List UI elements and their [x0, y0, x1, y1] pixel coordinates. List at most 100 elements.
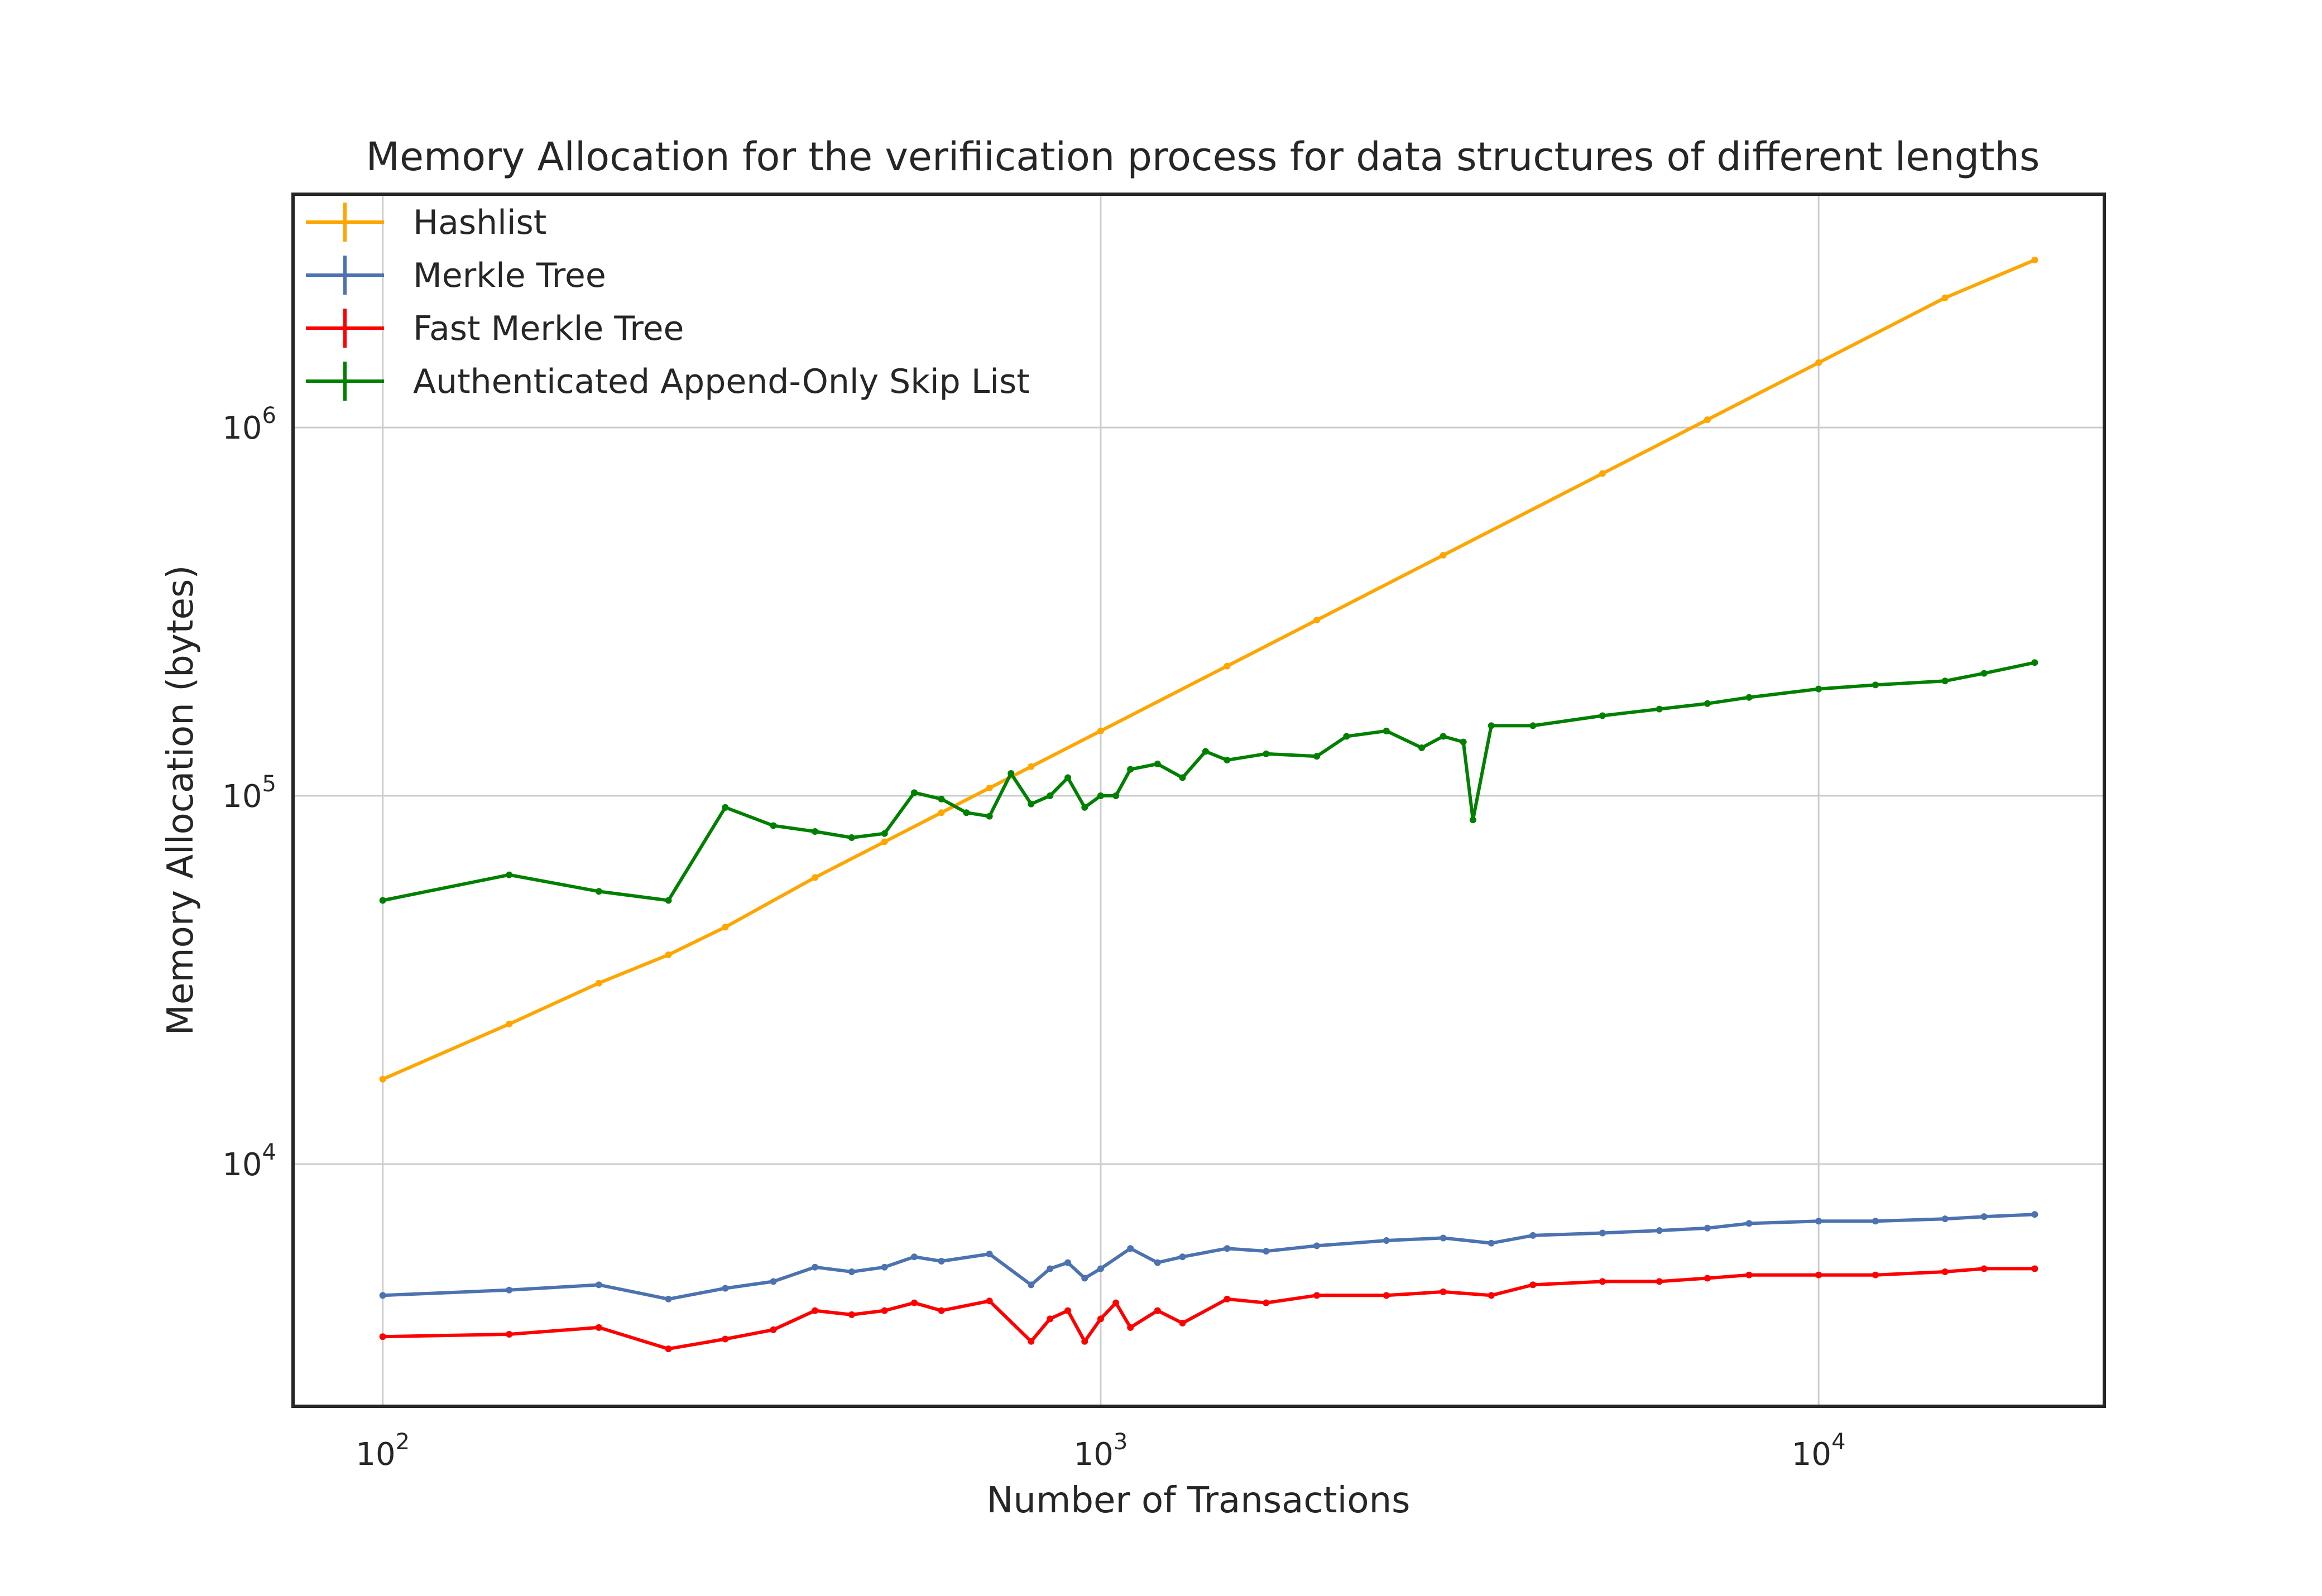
data-point — [1179, 1319, 1186, 1326]
data-point — [1047, 792, 1054, 800]
data-point — [963, 809, 970, 816]
data-point — [848, 1311, 855, 1318]
data-point — [1313, 617, 1321, 624]
data-point — [1872, 1218, 1879, 1225]
data-point — [910, 789, 918, 796]
data-point — [1127, 766, 1134, 773]
data-point — [770, 1278, 777, 1285]
x-tick-label: 104 — [1792, 1429, 1846, 1473]
y-axis-label: Memory Allocation (bytes) — [160, 565, 202, 1036]
data-point — [1815, 1218, 1822, 1225]
data-point — [1127, 1245, 1134, 1252]
data-point — [812, 1263, 819, 1271]
y-tick-label: 105 — [222, 771, 276, 815]
data-point — [1224, 662, 1231, 670]
data-point — [1224, 1245, 1231, 1252]
data-point — [1599, 712, 1606, 719]
data-point — [1980, 1265, 1988, 1272]
data-point — [1704, 1275, 1711, 1282]
data-point — [1488, 1239, 1495, 1247]
data-point — [1599, 1229, 1606, 1237]
legend-item: Hashlist — [306, 203, 546, 242]
data-point — [1656, 1278, 1663, 1285]
x-axis-label: Number of Transactions — [987, 1480, 1411, 1521]
data-point — [1440, 551, 1447, 559]
data-point — [1745, 1220, 1753, 1227]
series-authenticated-append-only-skip-list — [379, 659, 2038, 904]
data-point — [1154, 761, 1161, 768]
data-point — [1224, 1295, 1231, 1302]
y-tick-label: 106 — [222, 403, 276, 446]
data-point — [722, 1335, 729, 1343]
data-point — [910, 1299, 918, 1306]
data-point — [1154, 1259, 1161, 1266]
data-point — [595, 888, 602, 895]
data-point — [1047, 1315, 1054, 1323]
series-hashlist — [379, 256, 2038, 1083]
legend-item: Authenticated Append-Only Skip List — [306, 362, 1030, 401]
data-point — [1154, 1307, 1161, 1314]
data-point — [1263, 1299, 1270, 1306]
data-point — [1313, 1242, 1321, 1249]
data-point — [848, 834, 855, 841]
data-point — [1383, 1237, 1390, 1244]
data-point — [1008, 770, 1015, 777]
data-point — [1383, 1292, 1390, 1299]
data-point — [1418, 744, 1426, 752]
data-point — [1745, 694, 1753, 701]
series-line-authenticated-append-only-skip-list — [382, 661, 2036, 902]
data-point — [1815, 1271, 1822, 1278]
data-point — [1081, 1338, 1088, 1345]
data-point — [938, 809, 945, 816]
data-point — [1599, 470, 1606, 477]
data-point — [1941, 677, 1949, 685]
data-point — [910, 1253, 918, 1261]
data-point — [665, 1345, 672, 1353]
data-point — [1343, 733, 1350, 740]
data-point — [1941, 1215, 1949, 1223]
data-point — [1263, 1248, 1270, 1255]
data-point — [506, 871, 513, 878]
data-point — [722, 1285, 729, 1292]
x-axis-ticks: 102 103 104 — [356, 1429, 1845, 1473]
data-point — [1202, 748, 1209, 755]
data-point — [722, 924, 729, 931]
data-point — [1112, 1299, 1120, 1306]
legend-item: Fast Merkle Tree — [306, 309, 684, 348]
data-point — [986, 1297, 993, 1305]
series-layer — [379, 256, 2038, 1353]
legend-label: Merkle Tree — [413, 256, 606, 295]
data-point — [1704, 1224, 1711, 1232]
data-point — [938, 1307, 945, 1314]
data-point — [1529, 1281, 1537, 1289]
data-point — [1179, 774, 1186, 781]
data-point — [770, 1326, 777, 1333]
data-point — [506, 1286, 513, 1294]
x-tick-label: 102 — [356, 1429, 410, 1473]
data-point — [1704, 700, 1711, 707]
data-point — [938, 1257, 945, 1265]
y-axis-ticks: 104 105 106 — [222, 403, 276, 1183]
data-point — [1064, 1307, 1072, 1314]
data-point — [1941, 1268, 1949, 1276]
data-point — [1081, 804, 1088, 811]
data-point — [1656, 1227, 1663, 1234]
data-point — [1383, 727, 1390, 734]
data-point — [1941, 294, 1949, 301]
data-point — [1097, 1265, 1104, 1272]
data-point — [1313, 1292, 1321, 1299]
data-point — [1179, 1253, 1186, 1261]
data-point — [1028, 1281, 1035, 1289]
data-point — [881, 838, 888, 845]
data-point — [986, 813, 993, 820]
data-point — [986, 785, 993, 792]
data-point — [665, 951, 672, 959]
data-point — [665, 897, 672, 904]
data-point — [379, 1292, 386, 1299]
data-point — [1529, 722, 1537, 729]
data-point — [2031, 1265, 2038, 1272]
data-point — [1704, 416, 1711, 424]
data-point — [1064, 1259, 1072, 1266]
